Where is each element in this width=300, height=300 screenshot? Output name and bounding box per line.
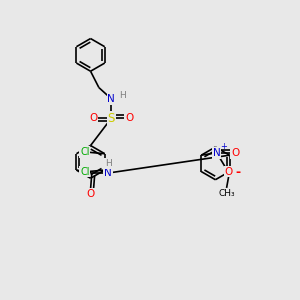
Text: H: H — [105, 159, 112, 168]
Text: CH₃: CH₃ — [218, 189, 235, 198]
Text: Cl: Cl — [80, 147, 89, 157]
Text: O: O — [224, 167, 233, 176]
Text: O: O — [89, 113, 98, 123]
Text: O: O — [86, 189, 94, 199]
Text: H: H — [119, 91, 126, 100]
Text: N: N — [213, 148, 220, 158]
Text: N: N — [107, 94, 115, 104]
Text: -: - — [236, 166, 241, 179]
Text: O: O — [231, 148, 239, 158]
Text: N: N — [104, 168, 112, 178]
Text: S: S — [108, 112, 115, 125]
Text: +: + — [220, 142, 227, 151]
Text: Cl: Cl — [80, 167, 89, 176]
Text: O: O — [125, 113, 133, 123]
